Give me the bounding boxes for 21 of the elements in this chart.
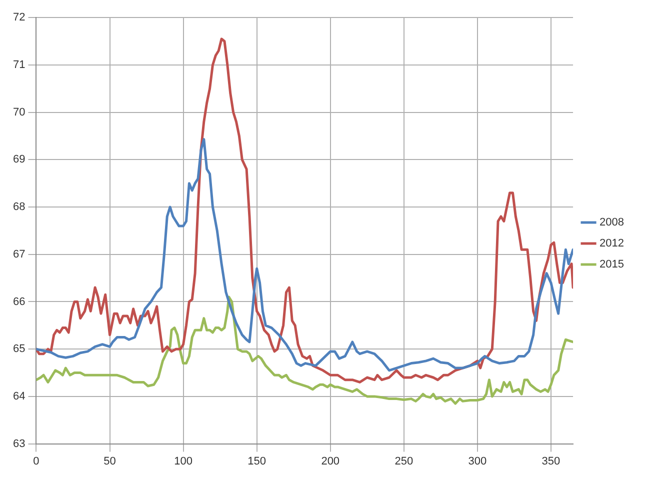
y-tick-label: 65 [12,343,26,356]
y-tick-label: 66 [12,296,26,308]
y-tick-label: 63 [12,438,26,450]
legend-label: 2008 [600,216,624,229]
x-tick-label: 100 [174,455,192,468]
y-tick-label: 68 [12,201,26,214]
x-tick-label: 250 [394,455,414,468]
y-tick-label: 64 [12,390,26,402]
y-tick-label: 69 [12,154,26,166]
legend-label: 2015 [600,258,624,271]
y-tick-label: 72 [12,12,26,24]
legend-label: 2012 [600,238,624,250]
x-tick-label: 0 [33,455,40,468]
x-tick-label: 350 [542,455,560,468]
x-tick-label: 300 [468,455,487,468]
y-tick-label: 70 [12,106,26,118]
y-tick-label: 71 [12,58,26,71]
x-tick-label: 150 [248,455,266,468]
y-tick-label: 67 [12,248,26,260]
x-tick-label: 50 [104,455,116,468]
x-tick-label: 200 [321,455,340,468]
